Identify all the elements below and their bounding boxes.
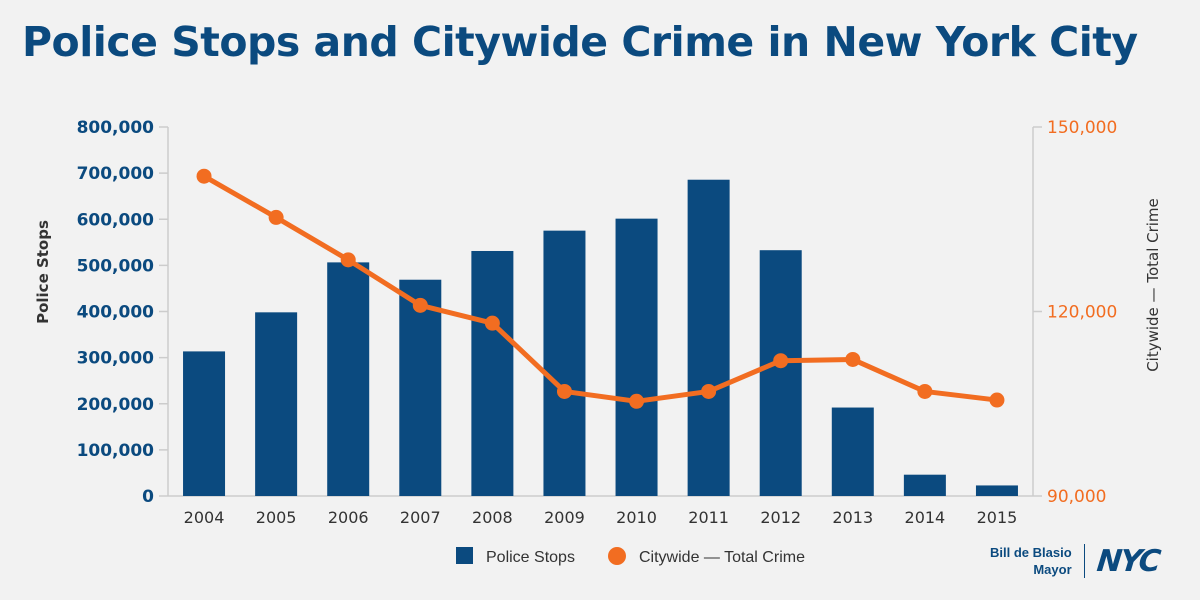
left-tick-label: 200,000 [77,395,155,415]
bar-police-stops [615,218,658,496]
point-citywide-crime [484,315,500,331]
x-tick-label: 2005 [256,508,297,527]
nyc-logo: NYC [1094,543,1161,579]
left-axis-title: Police Stops [34,220,52,324]
x-tick-label: 2015 [977,508,1018,527]
left-tick-label: 700,000 [77,164,155,184]
bar-police-stops [255,312,298,496]
x-tick-label: 2012 [760,508,801,527]
x-tick-label: 2008 [472,508,513,527]
point-citywide-crime [196,168,212,184]
x-tick-label: 2014 [905,508,946,527]
x-tick-label: 2004 [184,508,225,527]
mayor-role: Mayor [1033,562,1072,577]
left-tick-label: 500,000 [77,256,155,276]
legend-marker-citywide-crime [608,547,626,565]
point-citywide-crime [340,252,356,268]
left-tick-label: 400,000 [77,303,155,323]
point-citywide-crime [773,353,789,369]
left-tick-label: 300,000 [77,349,155,369]
point-citywide-crime [556,383,572,399]
bar-police-stops [831,407,874,496]
right-axis-title: Citywide — Total Crime [1144,198,1162,372]
point-citywide-crime [845,351,861,367]
bar-police-stops [183,351,226,496]
bar-police-stops [759,250,802,496]
x-tick-label: 2010 [616,508,657,527]
bar-police-stops [471,250,514,496]
left-tick-label: 600,000 [77,210,155,230]
point-citywide-crime [989,392,1005,408]
bar-police-stops [399,279,442,496]
right-tick-label: 150,000 [1047,118,1117,138]
chart-title: Police Stops and Citywide Crime in New Y… [22,18,1138,66]
x-tick-label: 2013 [832,508,873,527]
bar-police-stops [327,262,370,496]
right-tick-label: 120,000 [1047,303,1117,323]
right-tick-label: 90,000 [1047,487,1106,507]
point-citywide-crime [412,297,428,313]
left-tick-label: 0 [142,487,154,507]
point-citywide-crime [917,383,933,399]
x-tick-label: 2011 [688,508,729,527]
point-citywide-crime [629,393,645,409]
x-tick-label: 2006 [328,508,369,527]
brand-block: Bill de Blasio Mayor NYC [990,541,1161,581]
legend-label-citywide-crime: Citywide — Total Crime [639,549,805,566]
line-citywide-crime [201,173,1000,404]
x-tick-label: 2009 [544,508,585,527]
point-citywide-crime [268,209,284,225]
legend-swatch-police-stops [456,547,473,564]
left-tick-label: 800,000 [77,118,155,138]
legend-label-police-stops: Police Stops [486,549,575,566]
point-citywide-crime [701,383,717,399]
mayor-credit: Bill de Blasio Mayor [990,544,1085,578]
bar-police-stops [543,230,586,496]
mayor-name: Bill de Blasio [990,545,1072,560]
x-tick-label: 2007 [400,508,441,527]
bar-police-stops [975,485,1018,496]
bar-police-stops [687,179,730,496]
bar-police-stops [903,474,946,496]
left-tick-label: 100,000 [77,441,155,461]
